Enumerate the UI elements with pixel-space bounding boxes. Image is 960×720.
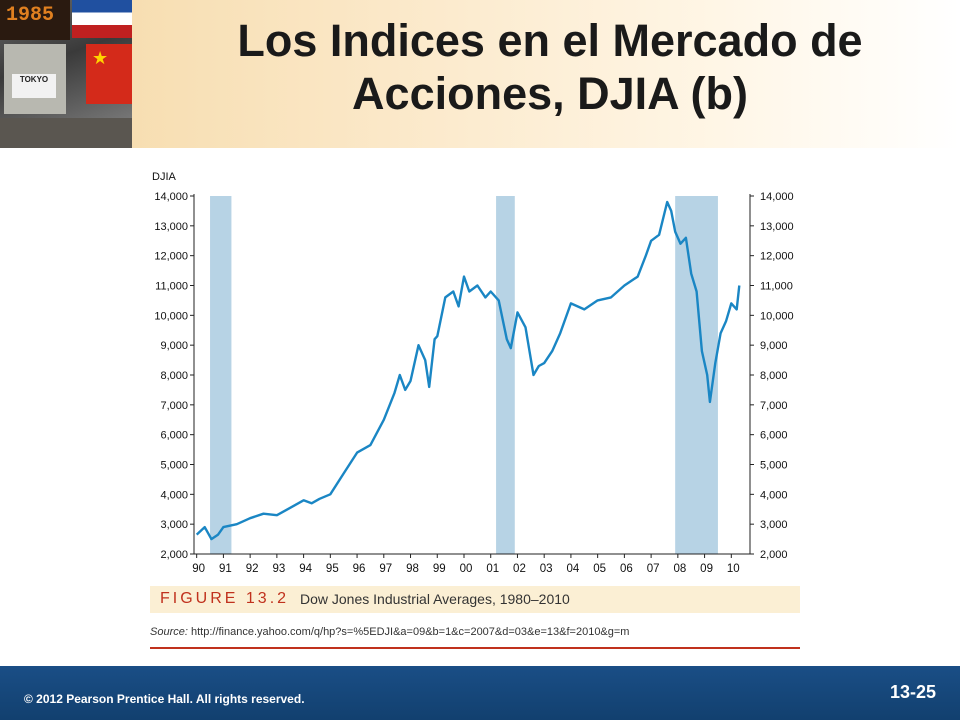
djia-line-chart: 2,000 2,000 3,000 3,000 4,000 4,000 5,000 5,000… [152, 171, 794, 575]
y-tick-label-right: 4,000 [760, 489, 788, 501]
y-tick-label-left: 6,000 [160, 430, 188, 442]
source-divider [150, 647, 800, 649]
x-tick-label: 99 [433, 563, 446, 575]
x-tick-label: 91 [219, 563, 232, 575]
figure-caption-bar: FIGURE 13.2 Dow Jones Industrial Average… [150, 586, 800, 613]
djia-series-line [195, 200, 741, 541]
x-tick-label: 04 [567, 563, 580, 575]
x-tick-label: 93 [272, 563, 285, 575]
y-tick-label-right: 8,000 [760, 370, 788, 382]
y-tick-label-left: 13,000 [154, 221, 188, 233]
y-tick-label-right: 12,000 [760, 251, 794, 263]
y-tick-label-right: 14,000 [760, 191, 794, 203]
building-facade [0, 118, 132, 148]
y-tick-label-left: 10,000 [154, 310, 188, 322]
slide-title: Los Indices en el Mercado de Acciones, D… [237, 15, 863, 119]
x-tick-label: 03 [540, 563, 553, 575]
x-tick-label: 98 [406, 563, 419, 575]
source-link[interactable]: http://finance.yahoo.com/q/hp?s=%5EDJI&a… [190, 626, 630, 638]
recession-band-1 [496, 196, 515, 554]
slide-number: 13-25 [889, 682, 936, 702]
y-tick-label-left: 14,000 [154, 191, 188, 203]
y-tick-label-left: 2,000 [160, 549, 188, 561]
x-tick-label: 95 [326, 563, 339, 575]
x-tick-label: 05 [593, 563, 606, 575]
y-tick-label-right: 7,000 [760, 400, 788, 412]
y-tick-label-left: 12,000 [154, 251, 188, 263]
x-tick-label: 94 [299, 563, 312, 575]
y-tick-label-left: 11,000 [155, 281, 188, 293]
slide-header: 1985 TOKYO ★ Los Indices en el Mercado d… [0, 0, 960, 148]
tokyo-exchange-building: TOKYO [4, 44, 66, 114]
x-tick-label: 08 [673, 563, 686, 575]
flag-image [72, 0, 132, 38]
recession-band-0 [210, 196, 232, 554]
x-tick-label: 92 [246, 563, 259, 575]
x-tick-label: 06 [620, 563, 633, 575]
x-tick-label: 02 [513, 563, 526, 575]
china-flag-image: ★ [86, 44, 132, 104]
figure-title: Dow Jones Industrial Averages, 1980–2010 [300, 591, 570, 607]
x-tick-label: 97 [379, 563, 392, 575]
y-tick-label-left: 7,000 [160, 400, 188, 412]
x-tick-label: 09 [700, 563, 713, 575]
figure-label: FIGURE 13.2 [160, 590, 290, 607]
y-tick-label-right: 6,000 [760, 430, 788, 442]
stock-ticker-board: 1985 [0, 0, 70, 40]
y-tick-label-right: 3,000 [760, 519, 788, 531]
header-photo-collage: 1985 TOKYO ★ [0, 0, 132, 148]
y-tick-label-left: 3,000 [160, 519, 188, 531]
source-label: Source: [150, 626, 188, 638]
y-tick-label-right: 13,000 [760, 221, 794, 233]
x-tick-label: 00 [460, 563, 473, 575]
x-tick-label: 96 [353, 563, 366, 575]
y-tick-label-right: 9,000 [760, 340, 788, 352]
y-tick-label-right: 11,000 [760, 281, 793, 293]
x-tick-label: 07 [647, 563, 660, 575]
x-tick-label: 90 [192, 563, 205, 575]
x-tick-label: 10 [727, 563, 740, 575]
y-axis-title: DJIA [152, 171, 177, 183]
y-tick-label-right: 2,000 [760, 549, 788, 561]
copyright-text: © 2012 Pearson Prentice Hall. All rights… [24, 692, 305, 706]
y-tick-label-left: 5,000 [160, 460, 188, 472]
y-tick-label-right: 10,000 [760, 310, 794, 322]
slide-footer: © 2012 Pearson Prentice Hall. All rights… [0, 666, 960, 720]
y-tick-label-right: 5,000 [760, 460, 788, 472]
recession-band-2 [675, 196, 718, 554]
figure-source: Source: http://finance.yahoo.com/q/hp?s=… [150, 626, 800, 638]
y-tick-label-left: 4,000 [160, 489, 188, 501]
y-tick-label-left: 8,000 [160, 370, 188, 382]
x-tick-label: 01 [486, 563, 499, 575]
y-tick-label-left: 9,000 [160, 340, 188, 352]
